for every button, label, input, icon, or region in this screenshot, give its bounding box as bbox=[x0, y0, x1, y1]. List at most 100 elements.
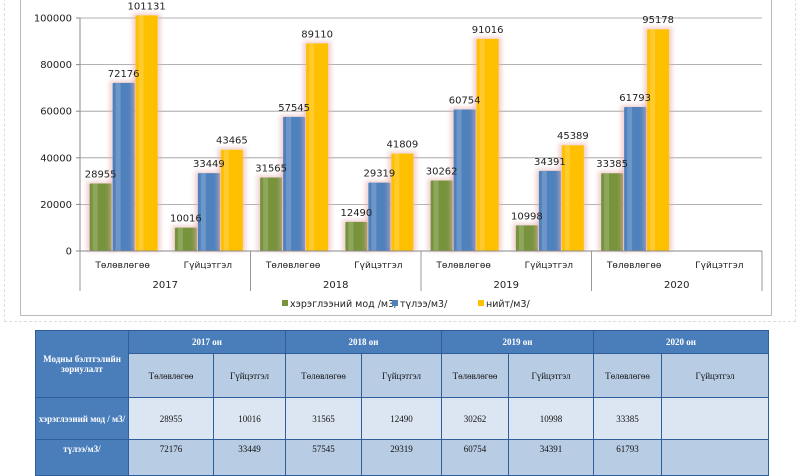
bar-0 bbox=[430, 180, 453, 251]
bar-chart: 28955 72176 101131 10016 33449 43465 31565 5754… bbox=[34, 1, 763, 310]
x-tick-label: Төлөвлөгөө bbox=[94, 261, 150, 271]
data-label: 43465 bbox=[216, 136, 248, 147]
bar-highlight bbox=[518, 225, 524, 251]
bar-highlight bbox=[92, 183, 98, 251]
bar-highlight bbox=[627, 107, 633, 251]
bar-highlight bbox=[177, 227, 183, 251]
data-label: 30262 bbox=[426, 166, 458, 177]
table-cell bbox=[661, 397, 769, 440]
bar-highlight bbox=[348, 221, 354, 251]
bar-highlight bbox=[541, 170, 547, 251]
bar-0 bbox=[345, 221, 368, 251]
bar-highlight bbox=[394, 153, 400, 251]
bar-highlight bbox=[200, 173, 206, 251]
x-tick-label: Гүйцэтгэл bbox=[525, 261, 573, 271]
sub-header: Төлөвлөгөө bbox=[285, 353, 362, 398]
year-label: 2018 bbox=[323, 280, 348, 291]
y-tick-label: 40000 bbox=[40, 153, 72, 164]
data-label: 28955 bbox=[85, 170, 117, 181]
table-cell: 30262 bbox=[441, 397, 509, 440]
bar-highlight bbox=[309, 43, 315, 251]
bar-0 bbox=[174, 227, 197, 251]
data-label: 61793 bbox=[619, 93, 651, 104]
data-label: 101131 bbox=[128, 1, 166, 12]
bar-1 bbox=[197, 173, 220, 251]
legend-label: нийт/м3/ bbox=[486, 299, 531, 310]
data-label: 31565 bbox=[255, 163, 287, 174]
year-header: 2018 он bbox=[285, 330, 442, 354]
data-label: 72176 bbox=[108, 69, 140, 80]
data-label: 12490 bbox=[340, 208, 372, 219]
bar-highlight bbox=[564, 145, 570, 251]
bar-0 bbox=[515, 225, 538, 251]
bar-highlight bbox=[479, 38, 485, 251]
data-label: 91016 bbox=[472, 25, 504, 36]
year-label: 2019 bbox=[494, 280, 519, 291]
x-tick-label: Төлөвлөгөө bbox=[606, 261, 662, 271]
bar-highlight bbox=[138, 15, 144, 251]
table-corner-header: Модны бэлтгэлийн зориулалт bbox=[35, 330, 129, 398]
bar-1 bbox=[283, 116, 306, 251]
y-tick-label: 60000 bbox=[40, 107, 72, 118]
bar-1 bbox=[112, 82, 135, 251]
bar-2 bbox=[476, 38, 499, 251]
chart-frame bbox=[20, 0, 772, 316]
data-label: 10016 bbox=[170, 214, 202, 225]
bar-highlight bbox=[604, 173, 610, 251]
bar-2 bbox=[391, 153, 414, 251]
bar-highlight bbox=[263, 177, 269, 251]
bar-1 bbox=[368, 182, 391, 251]
bar-0 bbox=[601, 173, 624, 251]
year-label: 2020 bbox=[664, 280, 689, 291]
bar-highlight bbox=[286, 116, 292, 251]
data-label: 33449 bbox=[193, 159, 225, 170]
data-table: Модны бэлтгэлийн зориулалт 2017 он 2018 … bbox=[35, 330, 769, 476]
sub-header: Төлөвлөгөө bbox=[128, 353, 214, 398]
table-cell: 12490 bbox=[361, 397, 442, 440]
table-cell: 10016 bbox=[213, 397, 286, 440]
bar-2 bbox=[561, 145, 584, 251]
legend-swatch bbox=[478, 300, 484, 306]
bar-1 bbox=[624, 107, 647, 251]
table-cell: 28955 bbox=[128, 397, 214, 440]
bar-0 bbox=[89, 183, 112, 251]
sub-header: Төлөвлөгөө bbox=[441, 353, 509, 398]
sub-header: Гүйцэтгэл bbox=[508, 353, 594, 398]
legend-swatch bbox=[392, 300, 398, 306]
bar-2 bbox=[306, 43, 329, 251]
bar-0 bbox=[260, 177, 283, 251]
data-label: 95178 bbox=[642, 15, 674, 26]
data-label: 45389 bbox=[557, 131, 589, 142]
data-label: 10998 bbox=[511, 211, 543, 222]
bar-highlight bbox=[650, 29, 656, 251]
sub-header: Гүйцэтгэл bbox=[661, 353, 769, 398]
legend-label: хэрэглээний мод /м3/ bbox=[290, 299, 398, 310]
table-cell: 10998 bbox=[508, 397, 594, 440]
row-label: хэрэглээний мод / м3/ bbox=[35, 397, 129, 440]
x-tick-label: Гүйцэтгэл bbox=[354, 261, 402, 271]
legend-swatch bbox=[282, 300, 288, 306]
y-tick-label: 20000 bbox=[40, 200, 72, 211]
data-label: 60754 bbox=[449, 95, 481, 106]
bar-2 bbox=[220, 149, 243, 251]
x-tick-label: Төлөвлөгөө bbox=[435, 261, 491, 271]
year-header: 2017 он bbox=[128, 330, 286, 354]
bar-1 bbox=[453, 109, 476, 251]
x-tick-label: Гүйцэтгэл bbox=[184, 261, 232, 271]
bar-highlight bbox=[433, 180, 439, 251]
bar-highlight bbox=[115, 82, 121, 251]
data-label: 34391 bbox=[534, 157, 566, 168]
sub-header: Гүйцэтгэл bbox=[213, 353, 286, 398]
legend-label: түлээ/м3/ bbox=[400, 299, 448, 310]
bar-highlight bbox=[223, 149, 229, 251]
table-cell: 33385 bbox=[593, 397, 662, 440]
data-label: 33385 bbox=[596, 159, 628, 170]
data-label: 29319 bbox=[363, 169, 395, 180]
bar-1 bbox=[538, 170, 561, 251]
y-tick-label: 80000 bbox=[40, 60, 72, 71]
page-border bbox=[4, 0, 796, 322]
x-tick-label: Төлөвлөгөө bbox=[265, 261, 321, 271]
bar-2 bbox=[135, 15, 158, 251]
table-cell: 31565 bbox=[285, 397, 362, 440]
year-header: 2020 он bbox=[593, 330, 769, 354]
